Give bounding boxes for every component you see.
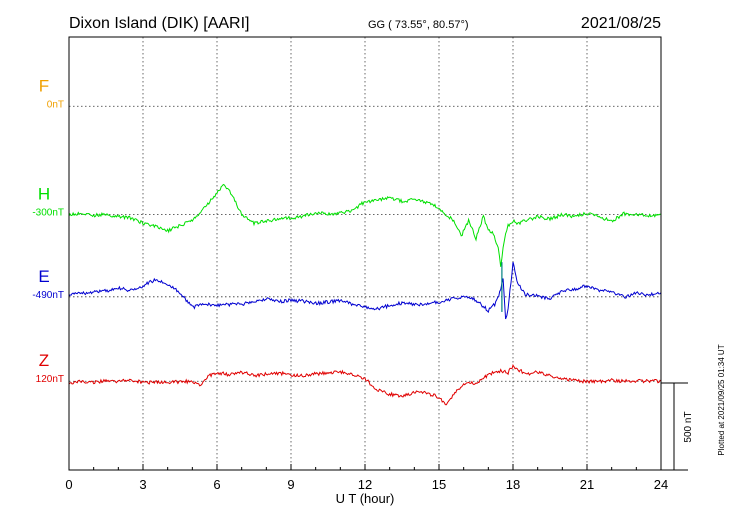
baseline-label-E: -490nT [32, 290, 64, 301]
baseline-label-H: -300nT [32, 208, 64, 219]
x-tick-label: 9 [287, 477, 294, 492]
x-tick-label: 0 [65, 477, 72, 492]
x-tick-label: 15 [432, 477, 446, 492]
x-tick-label: 3 [139, 477, 146, 492]
x-ticks: 0 3 6 9 12 15 18 21 24 [65, 464, 668, 492]
coords-text: GG ( 73.55°, 80.57°) [368, 19, 469, 31]
baseline-label-Z: 120nT [36, 374, 64, 385]
scale-bar: 500 nT [661, 382, 694, 471]
baseline-label-F: 0nT [47, 99, 64, 110]
component-name-Z: Z [39, 351, 49, 370]
station-title: Dixon Island (DIK) [AARI] [69, 15, 250, 32]
scale-label: 500 nT [683, 411, 694, 442]
date-text: 2021/08/25 [581, 15, 661, 32]
component-labels: F 0nT H -300nT E -490nT Z 120nT [32, 76, 64, 385]
x-tick-label: 18 [506, 477, 520, 492]
x-tick-label: 24 [654, 477, 668, 492]
component-name-H: H [38, 185, 50, 204]
plotted-note: Plotted at 2021/09/25 01:34 UT [717, 344, 726, 455]
baselines [69, 105, 661, 382]
grid-lines [142, 37, 588, 470]
x-tick-label: 6 [213, 477, 220, 492]
x-axis-label: U T (hour) [336, 491, 395, 506]
trace-H [68, 183, 662, 267]
component-name-E: E [38, 267, 49, 286]
trace-Z [68, 363, 662, 406]
trace-E [68, 261, 662, 320]
x-tick-label: 12 [358, 477, 372, 492]
component-name-F: F [39, 76, 49, 95]
traces [68, 183, 662, 406]
x-tick-label: 21 [580, 477, 594, 492]
